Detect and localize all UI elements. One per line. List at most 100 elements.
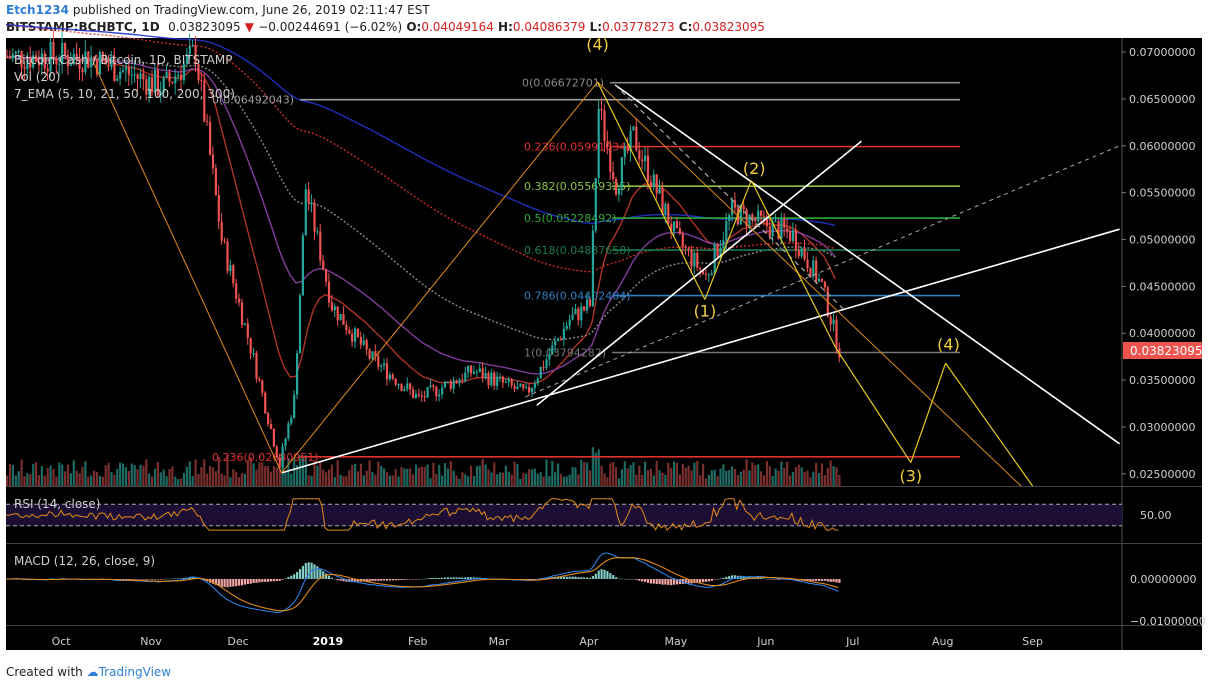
author-link[interactable]: Etch1234 <box>6 3 69 17</box>
volume-bar <box>159 472 162 486</box>
candle-body <box>336 306 339 321</box>
legend-volume: Vol (20) <box>14 70 60 84</box>
candle-body <box>307 189 310 203</box>
macd-histogram-bar <box>675 579 679 585</box>
macd-histogram-bar <box>815 579 818 582</box>
macd-histogram-bar <box>777 579 780 580</box>
macd-histogram-bar <box>731 575 734 579</box>
volume-bar <box>542 476 545 486</box>
volume-bar <box>673 461 676 486</box>
macd-histogram-bar <box>820 579 824 581</box>
macd-histogram-bar <box>269 579 273 582</box>
wave-labels: (4) (1) (2) (4) (3) <box>586 35 960 485</box>
volume-bar <box>151 476 154 486</box>
volume-bar <box>586 462 589 486</box>
candle-body <box>548 354 551 360</box>
macd-histogram-bar <box>774 579 777 580</box>
volume-bar <box>472 476 476 486</box>
volume-bar <box>133 465 136 486</box>
candle-body <box>820 278 824 282</box>
macd-histogram-bar <box>644 579 647 582</box>
candle-body <box>464 372 467 382</box>
volume-bar <box>252 463 255 486</box>
volume-bar <box>826 468 829 486</box>
volume-bar <box>362 475 365 486</box>
macd-histogram-bar <box>545 577 548 579</box>
volume-bar <box>832 466 835 486</box>
candle-body <box>23 67 26 70</box>
volume-bar <box>449 461 452 486</box>
candle-body <box>380 365 383 367</box>
macd-histogram-bar <box>252 579 255 583</box>
volume-bar <box>499 472 502 486</box>
volume-bar <box>733 469 737 486</box>
volume-bar <box>664 474 667 486</box>
volume-bar <box>496 474 499 486</box>
candle-body <box>615 179 618 195</box>
volume-bar <box>359 463 362 486</box>
volume-bar <box>110 472 113 486</box>
volume-bar <box>716 475 719 486</box>
macd-signal-line <box>6 557 839 612</box>
trend-line <box>92 61 282 474</box>
macd-histogram-bar <box>586 577 589 579</box>
candle-body <box>40 53 43 66</box>
trend-line <box>597 81 706 300</box>
candle-body <box>617 188 621 195</box>
volume-bar <box>812 471 815 486</box>
volume-bar <box>84 461 87 486</box>
candle-body <box>551 345 554 355</box>
candle-body <box>655 174 658 194</box>
volume-bar <box>136 469 139 486</box>
candle-body <box>113 59 116 81</box>
candle-body <box>400 384 403 391</box>
low-label: L: <box>589 20 603 34</box>
volume-bar <box>533 468 536 486</box>
volume-bar <box>713 469 716 486</box>
candle-body <box>220 221 223 241</box>
volume-bar <box>127 471 130 486</box>
fib-level-label: 0(0.06492043) <box>212 94 294 107</box>
volume-bar <box>64 471 67 486</box>
candle-body <box>789 231 792 242</box>
macd-histogram-bar <box>696 579 699 583</box>
candle-body <box>725 221 728 241</box>
volume-bar <box>52 468 55 486</box>
candle-body <box>803 248 806 260</box>
macd-histogram-bar <box>409 579 412 580</box>
volume-bar <box>223 475 226 486</box>
time-tick-label: 2019 <box>313 635 344 648</box>
macd-histogram-bar <box>765 578 768 580</box>
candle-body <box>733 200 737 208</box>
candle-body <box>762 215 766 217</box>
volume-bar <box>220 473 223 486</box>
volume-bar <box>629 465 632 486</box>
candle-body <box>728 215 731 222</box>
change: −0.00244691 (−6.02%) <box>258 20 403 34</box>
candle-body <box>151 76 154 93</box>
macd-histogram-bar <box>243 579 246 585</box>
tradingview-brand[interactable]: TradingView <box>98 665 172 679</box>
candle-body <box>304 189 307 236</box>
candle-body <box>258 378 261 381</box>
candle-body <box>516 386 519 390</box>
trend-line <box>910 363 947 463</box>
volume-bar <box>107 462 110 486</box>
rsi-tick-label: 50.00 <box>1140 509 1172 522</box>
published-text: published on TradingView.com, June 26, 2… <box>72 3 430 17</box>
macd-histogram-bar <box>124 579 128 580</box>
candle-body <box>571 314 574 320</box>
tradingview-logo-icon[interactable]: ☁ <box>86 665 99 679</box>
legend-ema: 7_EMA (5, 10, 21, 50, 100, 200, 300) <box>14 87 235 101</box>
macd-histogram-bar <box>658 579 661 585</box>
volume-bar <box>188 461 191 486</box>
macd-histogram-bar <box>771 579 774 580</box>
macd-histogram-bar <box>429 577 432 579</box>
macd-histogram-bar <box>391 579 394 581</box>
candle-body <box>238 298 241 303</box>
time-tick-label: Jun <box>756 635 774 648</box>
candle-body <box>432 385 435 387</box>
macd-histogram-bar <box>229 579 232 587</box>
price-tick-label: 0.07000000 <box>1129 46 1195 59</box>
